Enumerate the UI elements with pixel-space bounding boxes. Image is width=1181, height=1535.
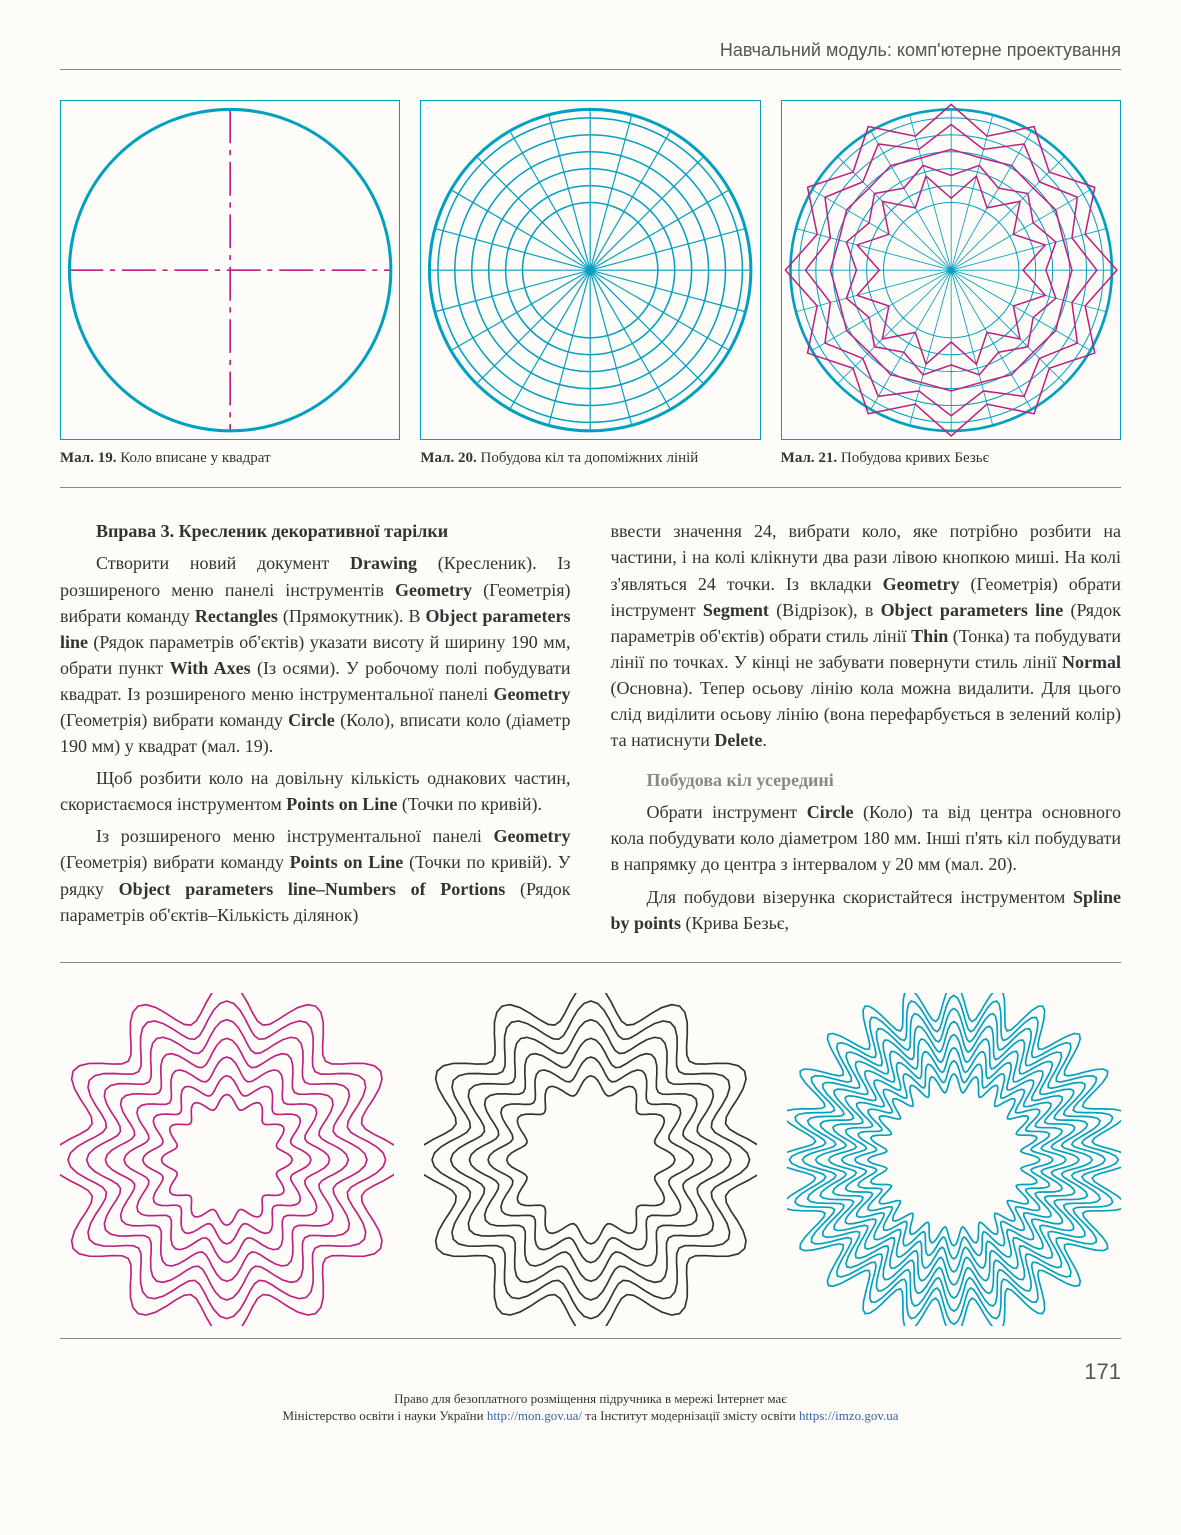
footer-link1: http://mon.gov.ua/	[487, 1408, 582, 1423]
column-left: Вправа 3. Кресленик декоративної тарілки…	[60, 518, 571, 941]
bottom-rule	[60, 1338, 1121, 1339]
rosette-3	[787, 993, 1121, 1327]
figure-row-top: Мал. 19. Коло вписане у квадрат Мал. 20.…	[60, 100, 1121, 467]
page-number: 171	[60, 1359, 1121, 1385]
para-6: Для побудови візерунка скористайтеся інс…	[611, 884, 1122, 936]
footer-note: Право для безоплатного розміщення підруч…	[60, 1391, 1121, 1425]
fig21-caption: Мал. 21. Побудова кривих Безьє	[781, 450, 1121, 467]
para-3: Із розширеного меню інструментальної пан…	[60, 823, 571, 927]
fig20-label: Мал. 20.	[420, 450, 476, 466]
footer-line2a: Міністерство освіти і науки України	[282, 1408, 486, 1423]
fig21-label: Мал. 21.	[781, 450, 837, 466]
column-right: ввести значення 24, вибрати коло, яке по…	[611, 518, 1122, 941]
para-1: Створити новий документ Drawing (Креслен…	[60, 550, 571, 759]
para-5: Обрати інструмент Circle (Коло) та від ц…	[611, 799, 1122, 877]
footer-link2: https://imzo.gov.ua	[799, 1408, 899, 1423]
fig20-caption: Мал. 20. Побудова кіл та допоміжних ліні…	[420, 450, 760, 467]
fig19-svg	[60, 100, 400, 440]
figure-20: Мал. 20. Побудова кіл та допоміжних ліні…	[420, 100, 760, 467]
body-columns: Вправа 3. Кресленик декоративної тарілки…	[60, 518, 1121, 941]
rosette-2	[424, 993, 758, 1327]
footer-line2c: та Інститут модернізації змісту освіти	[582, 1408, 799, 1423]
subheading: Побудова кіл усередині	[611, 767, 1122, 793]
figure-row-bottom	[60, 993, 1121, 1327]
exercise-title: Вправа 3. Кресленик декоративної тарілки	[60, 518, 571, 544]
fig19-label: Мал. 19.	[60, 450, 116, 466]
footer-line1: Право для безоплатного розміщення підруч…	[394, 1391, 787, 1406]
top-rule	[60, 69, 1121, 70]
mid-rule-2	[60, 962, 1121, 963]
fig19-caption: Мал. 19. Коло вписане у квадрат	[60, 450, 400, 467]
rosette-1	[60, 993, 394, 1327]
fig21-caption-text: Побудова кривих Безьє	[841, 450, 989, 466]
mid-rule-1	[60, 487, 1121, 488]
fig20-svg	[420, 100, 760, 440]
para-4: ввести значення 24, вибрати коло, яке по…	[611, 518, 1122, 753]
fig19-caption-text: Коло вписане у квадрат	[120, 450, 270, 466]
fig20-caption-text: Побудова кіл та допоміжних ліній	[481, 450, 699, 466]
figure-21: Мал. 21. Побудова кривих Безьє	[781, 100, 1121, 467]
page-header: Навчальний модуль: комп'ютерне проектува…	[60, 40, 1121, 61]
para-2: Щоб розбити коло на довільну кількість о…	[60, 765, 571, 817]
figure-19: Мал. 19. Коло вписане у квадрат	[60, 100, 400, 467]
fig21-svg	[781, 100, 1121, 440]
